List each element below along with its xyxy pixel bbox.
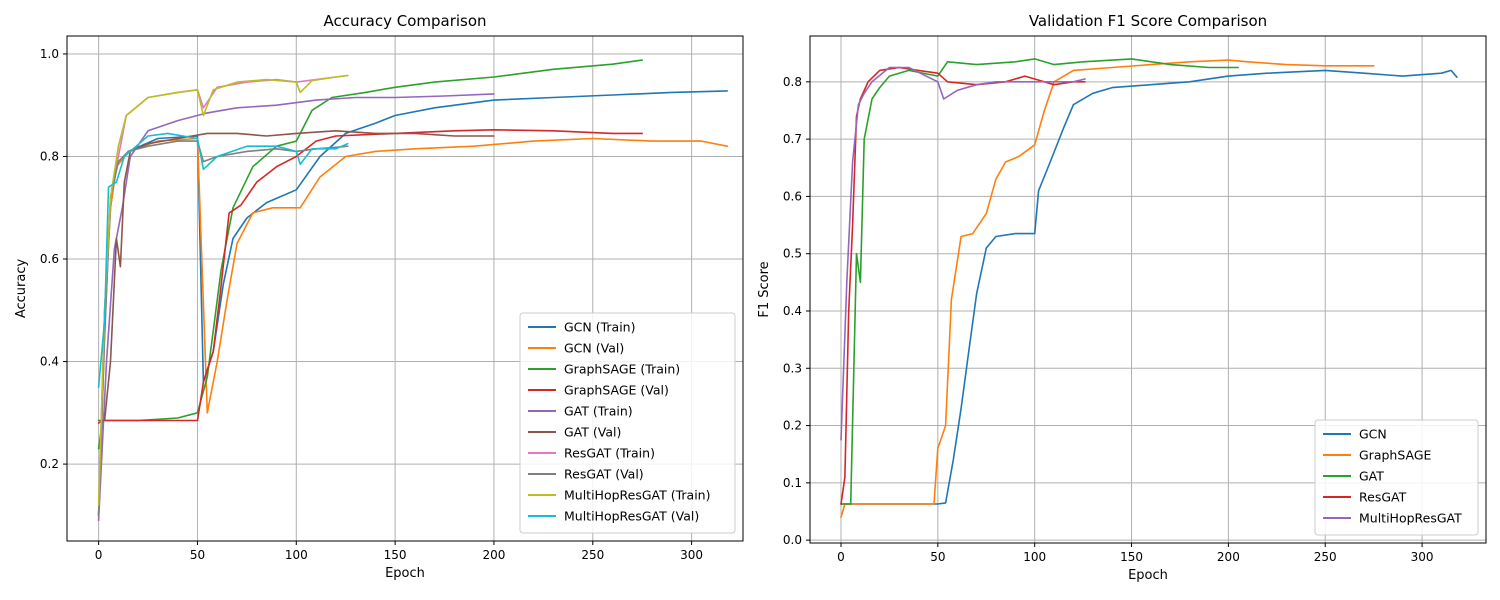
legend-label: GAT (Train) [564, 404, 633, 419]
legend-item: MultiHopResGAT (Val) [528, 509, 699, 524]
legend-item: MultiHopResGAT (Train) [528, 488, 710, 503]
series-line-gcn [840, 69, 1458, 505]
x-tick-label: 150 [384, 548, 407, 562]
y-tick-label: 0.1 [783, 476, 802, 490]
legend-label: MultiHopResGAT (Train) [564, 488, 710, 503]
y-tick-label: 0.7 [783, 132, 802, 146]
y-tick-label: 1.0 [40, 47, 59, 61]
series-lines [97, 59, 728, 522]
chart-title: Accuracy Comparison [323, 12, 486, 30]
x-tick-label: 300 [1411, 550, 1434, 564]
legend-label: GraphSAGE (Train) [564, 362, 680, 377]
legend-label: GAT [1359, 469, 1384, 484]
plot-frame [66, 35, 744, 542]
y-tick-label: 0.6 [783, 189, 802, 203]
y-axis-label: F1 Score [757, 261, 772, 317]
x-tick-label: 250 [1314, 550, 1337, 564]
accuracy-chart: 0 50 100 150 200 250 300 0.2 0.4 0.6 0.8 1.0 Accurac… [14, 12, 744, 581]
legend-item: ResGAT (Train) [528, 446, 655, 461]
x-tick-label: 300 [680, 548, 703, 562]
y-tick-label: 0.8 [783, 75, 802, 89]
series-line-resgat-train [97, 74, 349, 517]
y-tick-label: 0.0 [783, 533, 802, 547]
series-line-gat [840, 58, 1239, 505]
legend-box [1314, 419, 1479, 536]
x-tick-label: 200 [1217, 550, 1240, 564]
x-tick-label: 50 [190, 548, 205, 562]
legend-label: GAT (Val) [564, 425, 621, 440]
series-line-resgat [840, 66, 1086, 505]
x-axis-label: Epoch [1128, 568, 1168, 583]
legend-item: GAT (Val) [528, 425, 621, 440]
ticks: 0 50 100 150 200 250 300 0.2 0.4 0.6 0.8 1.0 [40, 47, 703, 562]
legend-label: ResGAT [1359, 490, 1407, 505]
grid [67, 36, 743, 541]
legend-item: GCN (Train) [528, 320, 635, 335]
x-tick-label: 100 [1023, 550, 1046, 564]
chart-title: Validation F1 Score Comparison [1029, 12, 1267, 30]
legend-item: GraphSAGE (Val) [528, 383, 669, 398]
series-line-graphsage-train [97, 59, 643, 450]
y-tick-label: 0.6 [40, 252, 59, 266]
legend-item: GraphSAGE [1323, 448, 1432, 463]
y-tick-label: 0.2 [783, 419, 802, 433]
series-line-multihopresgat-train [97, 74, 349, 506]
series-line-multihopresgat [840, 66, 1086, 441]
legend-item: GCN [1323, 427, 1387, 442]
legend-label: MultiHopResGAT (Val) [564, 509, 699, 524]
x-tick-label: 200 [482, 548, 505, 562]
x-tick-label: 50 [930, 550, 945, 564]
x-tick-label: 150 [1120, 550, 1143, 564]
legend-label: GCN (Val) [564, 341, 624, 356]
legend-label: MultiHopResGAT [1359, 511, 1462, 526]
x-axis-label: Epoch [385, 566, 425, 581]
legend-label: GraphSAGE (Val) [564, 383, 669, 398]
legend-label: ResGAT (Val) [564, 467, 644, 482]
legend-label: GCN [1359, 427, 1387, 442]
y-tick-label: 0.4 [783, 304, 802, 318]
series-line-multihopresgat-val [97, 132, 349, 388]
legend-item: GCN (Val) [528, 341, 624, 356]
y-tick-label: 0.3 [783, 361, 802, 375]
legend-label: GCN (Train) [564, 320, 635, 335]
y-tick-label: 0.2 [40, 457, 59, 471]
series-lines [840, 58, 1458, 518]
y-tick-label: 0.5 [783, 247, 802, 261]
legend-label: GraphSAGE [1359, 448, 1432, 463]
legend-item: ResGAT [1323, 490, 1407, 505]
legend-item: GAT (Train) [528, 404, 633, 419]
legend-item: GraphSAGE (Train) [528, 362, 680, 377]
legend-item: ResGAT (Val) [528, 467, 644, 482]
legend-box [519, 312, 736, 534]
y-tick-label: 0.4 [40, 355, 59, 369]
series-line-gat-val [97, 130, 495, 422]
series-line-graphsage [840, 59, 1375, 518]
legend-item: MultiHopResGAT [1323, 511, 1462, 526]
x-tick-label: 0 [837, 550, 845, 564]
ticks: 0 50 100 150 200 250 300 0.0 0.1 0.2 0.3 0.4 0.5 0.6 0… [783, 75, 1434, 564]
legend-label: ResGAT (Train) [564, 446, 655, 461]
f1-score-chart: 0 50 100 150 200 250 300 0.0 0.1 0.2 0.3 0.4 0.5 0.6 0… [757, 12, 1487, 583]
series-line-gat-train [97, 93, 495, 522]
x-tick-label: 250 [581, 548, 604, 562]
x-tick-label: 0 [95, 548, 103, 562]
y-axis-label: Accuracy [14, 259, 29, 319]
plot-frame [809, 35, 1487, 544]
y-tick-label: 0.8 [40, 149, 59, 163]
legend: GCN GraphSAGE GAT ResGAT MultiHopResGAT [1314, 419, 1479, 536]
legend: GCN (Train) GCN (Val) GraphSAGE (Train) Gra… [519, 312, 736, 534]
legend-item: GAT [1323, 469, 1384, 484]
series-line-graphsage-val [97, 129, 643, 424]
x-tick-label: 100 [285, 548, 308, 562]
